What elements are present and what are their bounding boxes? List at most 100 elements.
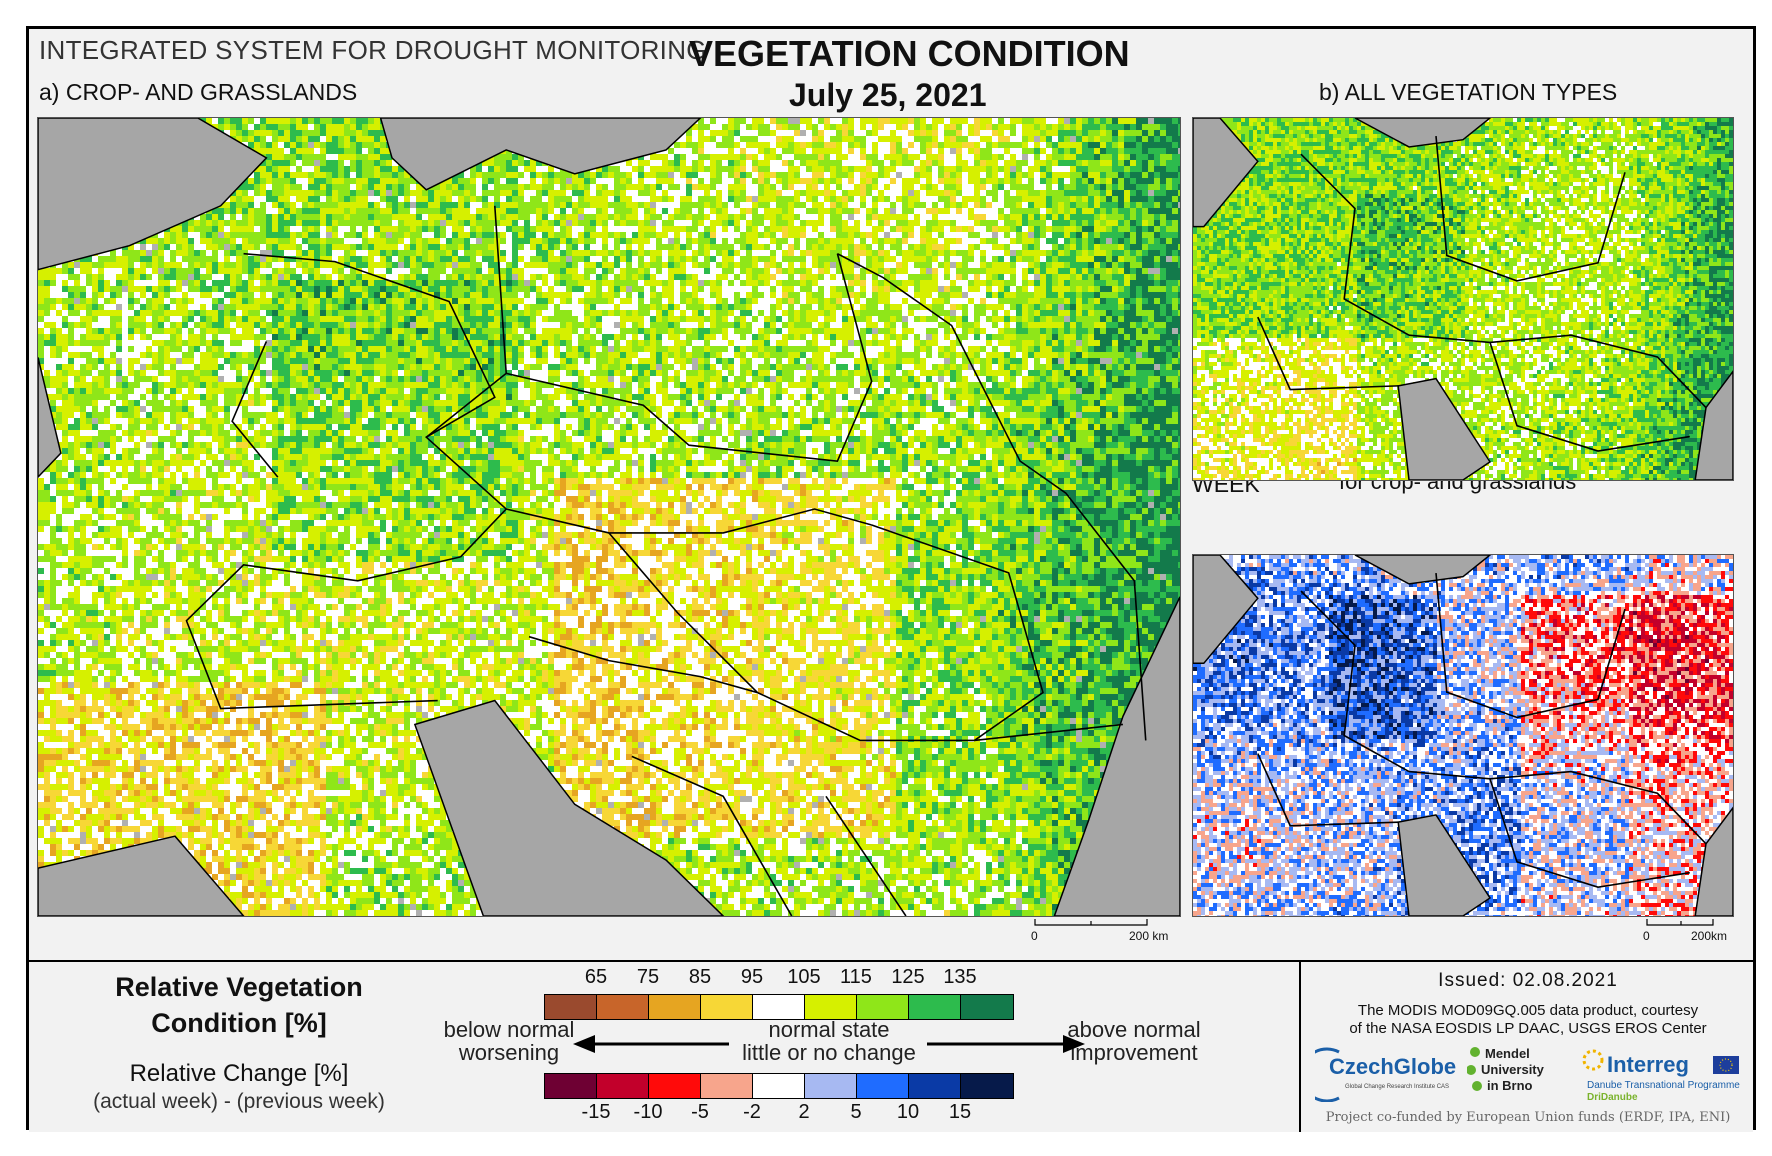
- funding-note: Project co-funded by European Union fund…: [1325, 1110, 1731, 1125]
- map-value-layer: [1193, 555, 1733, 916]
- condition-swatch: [597, 995, 649, 1019]
- mendel-line-3: in Brno: [1487, 1078, 1533, 1093]
- legend-condition-title-2: Condition [%]: [151, 1008, 327, 1038]
- water-body: [38, 357, 62, 479]
- country-border: [871, 524, 1044, 742]
- country-border: [1408, 770, 1707, 845]
- condition-tick: 85: [688, 966, 712, 988]
- change-tick: -5: [691, 1101, 709, 1123]
- map-all-vegetation: [1192, 117, 1734, 481]
- below-normal-text: below normal worsening: [429, 1018, 589, 1064]
- credits-panel: Issued: 02.08.2021 The MODIS MOD09GQ.005…: [1299, 962, 1755, 1132]
- condition-swatch: [545, 995, 597, 1019]
- right-arrow-head: [1063, 1035, 1085, 1053]
- change-swatch: [701, 1074, 753, 1098]
- panel-b-label: b) ALL VEGETATION TYPES: [1319, 79, 1618, 105]
- country-border: [1489, 342, 1690, 452]
- condition-tick: 115: [840, 966, 872, 988]
- condition-tick: 105: [787, 966, 821, 988]
- map-value-layer: [1193, 595, 1437, 739]
- change-swatch: [545, 1074, 597, 1098]
- map-value-layer: [1357, 118, 1733, 480]
- courtesy-text: The MODIS MOD09GQ.005 data product, cour…: [1301, 1002, 1755, 1038]
- condition-swatch: [649, 995, 701, 1019]
- main-title: VEGETATION CONDITION: [689, 33, 1130, 74]
- eu-flag-icon: [1713, 1056, 1739, 1074]
- country-border: [1435, 572, 1626, 719]
- mendel-logo: Mendel University in Brno: [1467, 1046, 1577, 1102]
- worsening-label: worsening: [458, 1040, 560, 1065]
- panel-a-label: a) CROP- AND GRASSLANDS: [39, 79, 358, 105]
- legend-change-title: Relative Change [%]: [129, 1060, 349, 1087]
- map-value-layer: [38, 118, 1148, 916]
- legend-area: Relative Vegetation Condition [%] Relati…: [29, 960, 1753, 1132]
- condition-swatch: [805, 995, 857, 1019]
- below-normal-label: below normal: [443, 1017, 575, 1042]
- condition-tick: 125: [891, 966, 925, 988]
- water-body: [38, 118, 268, 271]
- country-border: [528, 635, 758, 694]
- country-border: [825, 795, 907, 916]
- country-border: [231, 341, 279, 478]
- map-value-layer: [1193, 338, 1357, 480]
- map-value-layer: [1193, 118, 1733, 480]
- change-tick: -10: [633, 1101, 663, 1123]
- improvement-label: improvement: [1070, 1040, 1198, 1065]
- scalebar-c-value: 200km: [1691, 929, 1728, 943]
- condition-color-bar: [544, 994, 1014, 1020]
- country-border: [425, 205, 508, 438]
- change-swatch: [805, 1074, 857, 1098]
- change-swatch: [753, 1074, 805, 1098]
- legend-change-formula: (actual week) - (previous week): [93, 1090, 385, 1113]
- country-border: [631, 755, 793, 916]
- country-border: [506, 253, 873, 462]
- water-body: [1694, 806, 1733, 916]
- country-border: [1300, 153, 1410, 336]
- interreg-programme: Danube Transnational Programme: [1587, 1080, 1740, 1091]
- country-border: [1257, 753, 1399, 827]
- change-swatch: [909, 1074, 961, 1098]
- water-body: [1053, 596, 1180, 916]
- figure-frame: INTEGRATED SYSTEM FOR DROUGHT MONITORING…: [26, 26, 1756, 1132]
- scalebar-a-zero: 0: [1031, 929, 1038, 943]
- water-body: [1354, 118, 1492, 148]
- condition-tick: 65: [584, 966, 608, 988]
- map-value-layer: [1193, 118, 1665, 480]
- legend-arrows: [573, 1035, 1085, 1053]
- water-body: [1397, 814, 1492, 916]
- country-border: [837, 252, 1147, 741]
- scalebar-c-zero: 0: [1643, 929, 1650, 943]
- change-tick: 2: [798, 1101, 810, 1123]
- country-border: [506, 508, 872, 534]
- czechglobe-name: CzechGlobe: [1329, 1054, 1457, 1079]
- map-c-canvas: [1193, 555, 1733, 916]
- courtesy-line-1: The MODIS MOD09GQ.005 data product, cour…: [1357, 1002, 1699, 1019]
- water-body: [1354, 555, 1492, 585]
- change-tick: 5: [850, 1101, 862, 1123]
- system-title: INTEGRATED SYSTEM FOR DROUGHT MONITORING: [39, 35, 707, 65]
- map-value-layer: [1193, 555, 1733, 916]
- water-body: [1193, 555, 1259, 665]
- map-value-layer: [38, 118, 1010, 916]
- change-color-bar: [544, 1073, 1014, 1099]
- map-b-canvas: [1193, 118, 1733, 480]
- water-body: [1193, 118, 1259, 228]
- date-label: July 25, 2021: [789, 77, 987, 113]
- water-body: [1397, 377, 1492, 480]
- change-swatch: [649, 1074, 701, 1098]
- map-value-layer: [1193, 555, 1629, 916]
- interreg-logo: Interreg Danube Transnational Programme …: [1581, 1048, 1751, 1104]
- map-value-layer: [1193, 118, 1721, 480]
- courtesy-line-2: of the NASA EOSDIS LP DAAC, USGS EROS Ce…: [1349, 1020, 1707, 1037]
- condition-swatch: [909, 995, 961, 1019]
- above-normal-text: above normal improvement: [1059, 1018, 1209, 1064]
- scalebar-a-value: 200 km: [1129, 929, 1169, 943]
- map-crop-grasslands: [37, 117, 1181, 917]
- condition-swatch: [857, 995, 909, 1019]
- country-border: [608, 532, 1123, 742]
- map-value-layer: [38, 118, 1180, 916]
- map-a-canvas: [38, 118, 1180, 916]
- condition-swatch: [961, 995, 1013, 1019]
- country-border: [1408, 334, 1707, 409]
- change-tick: -15: [581, 1101, 611, 1123]
